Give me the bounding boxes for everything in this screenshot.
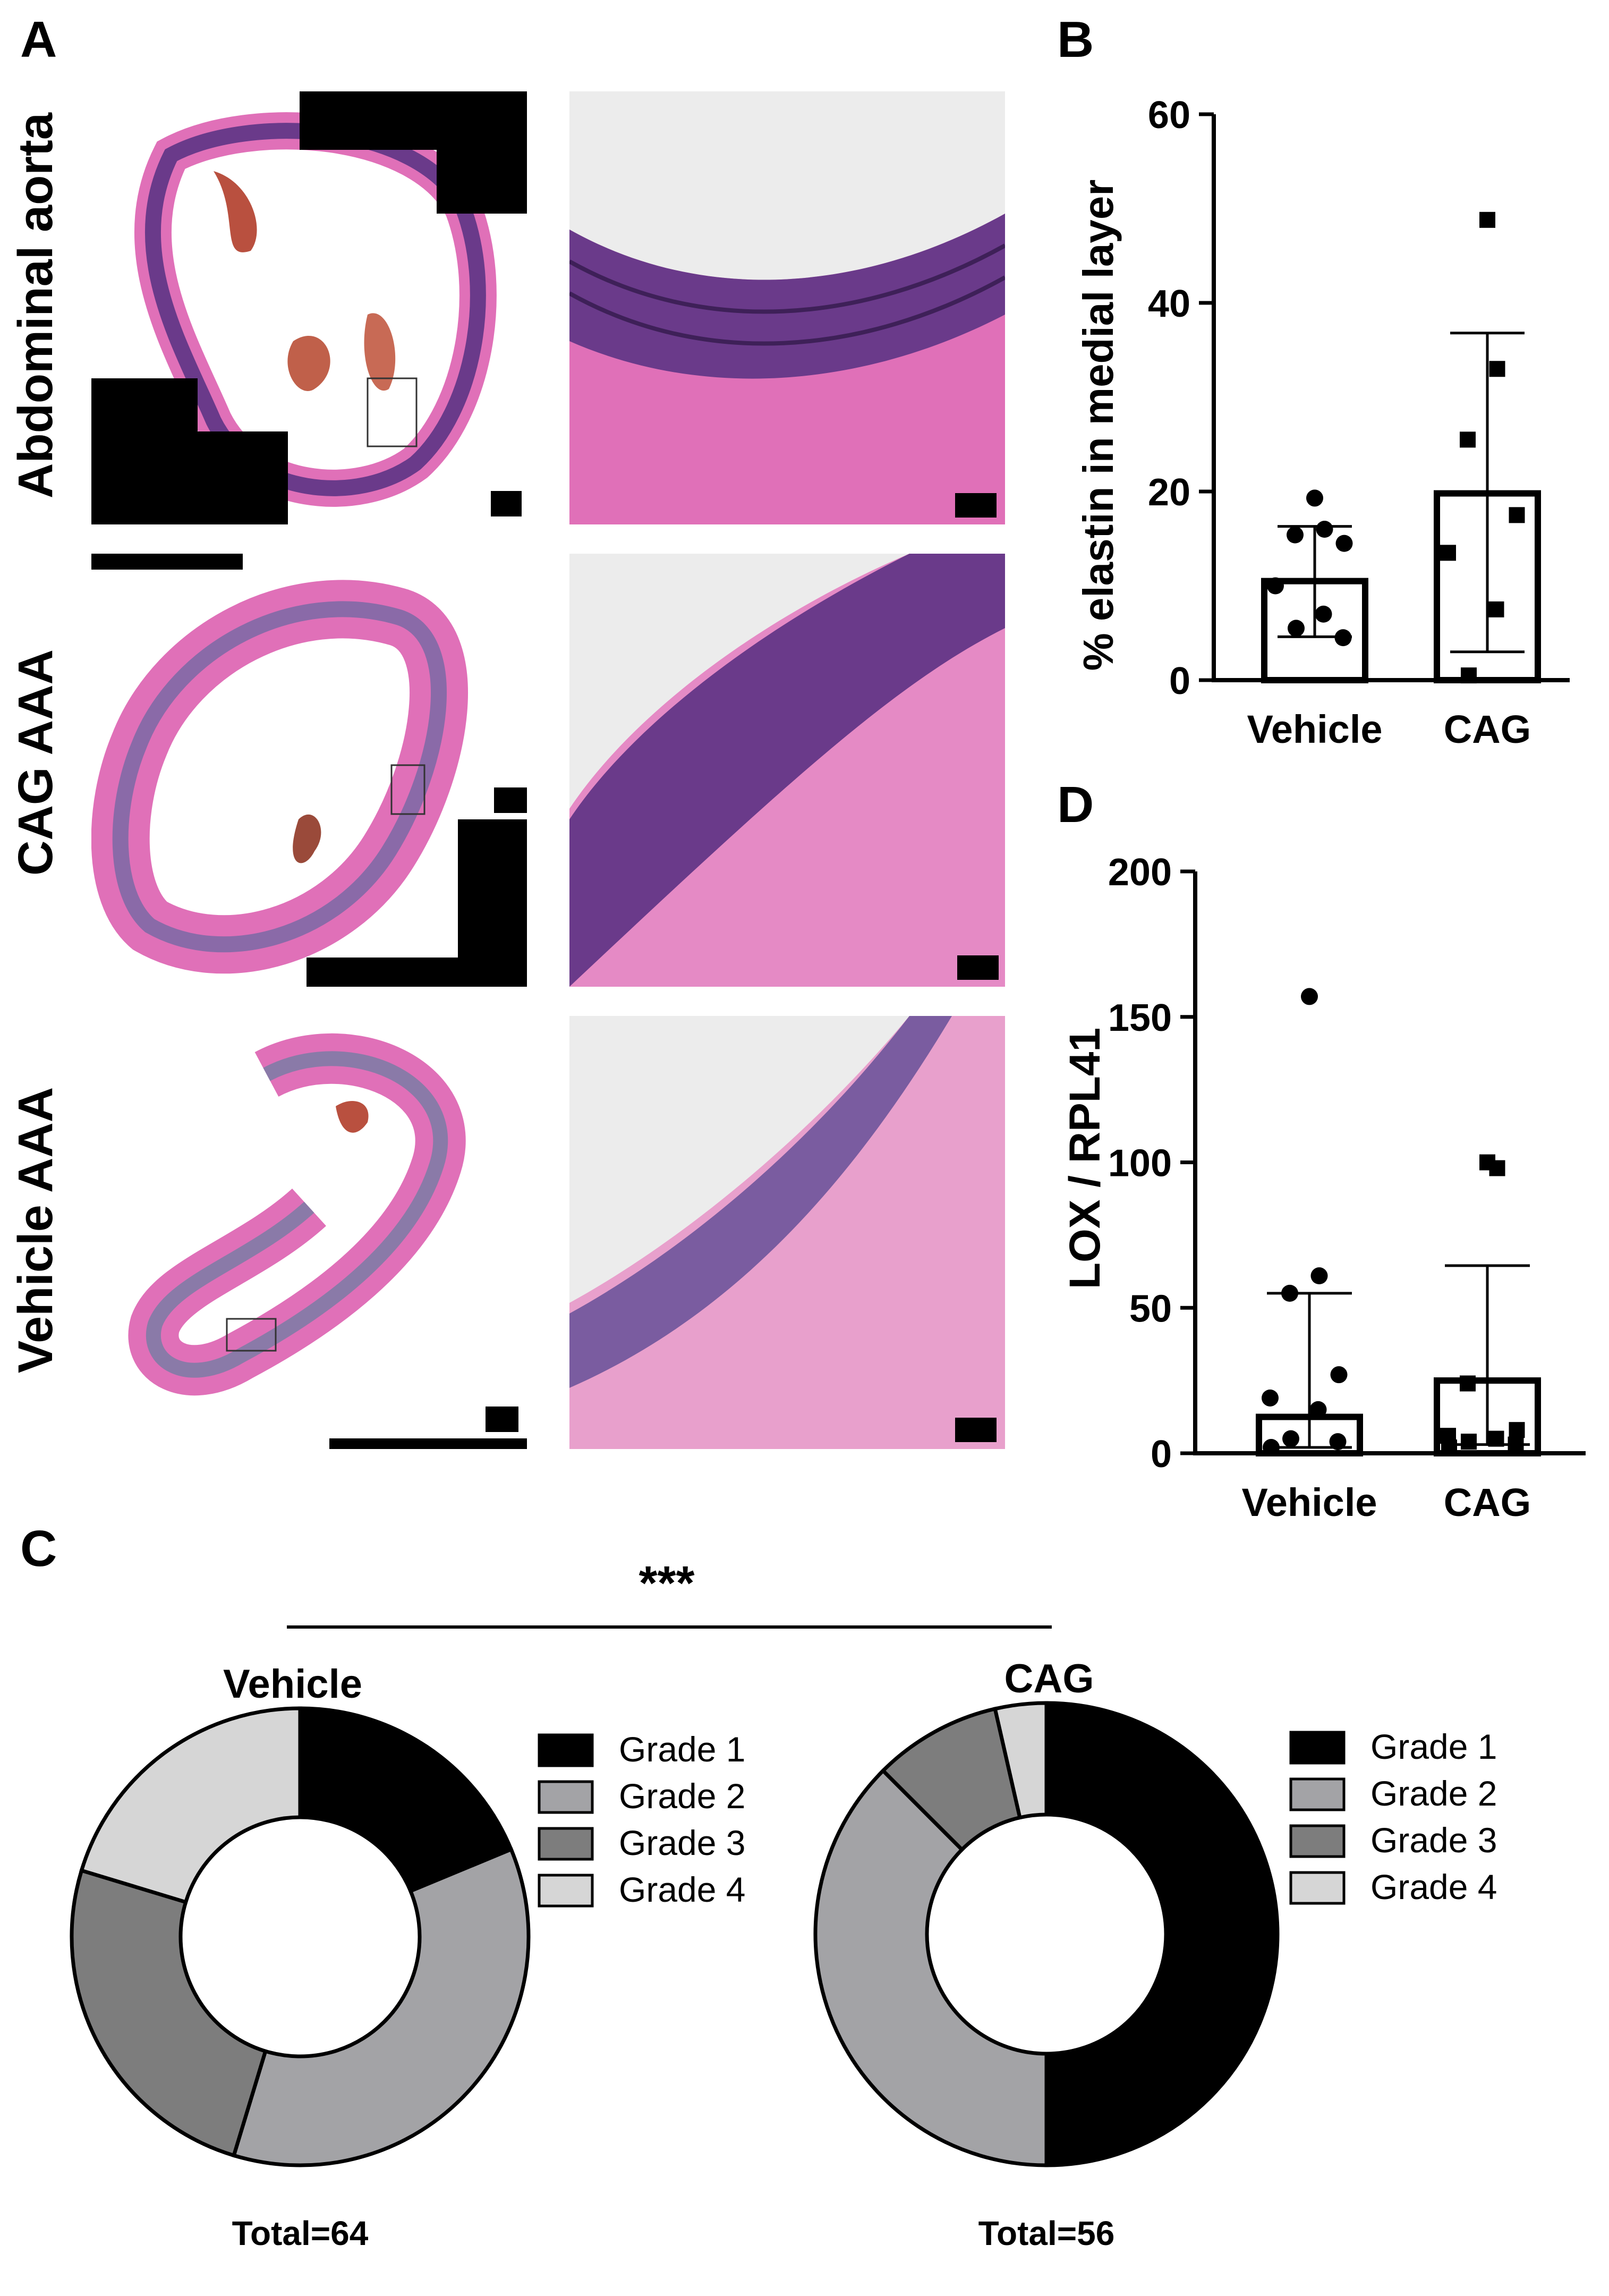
x-tick-label-cag: CAG (1444, 707, 1531, 751)
histology-abdominal-aorta-zoom (569, 91, 1005, 524)
y-tick-label: 150 (1108, 997, 1172, 1039)
x-tick-label-vehicle: Vehicle (1241, 1480, 1377, 1524)
legend-label: Grade 1 (1370, 1727, 1497, 1766)
slice-grade-3 (70, 1868, 268, 2158)
y-tick-label: 0 (1169, 660, 1190, 702)
slice-grade-2 (231, 1846, 531, 2167)
chart-b-elastin: % elastin in medial layer 0 20 40 60 Vehicle… (1075, 94, 1570, 751)
y-tick-label: 60 (1148, 94, 1190, 137)
data-point (1263, 1439, 1280, 1456)
histology-vehicle-aaa-zoom (569, 1016, 1005, 1449)
data-point (1460, 431, 1476, 448)
y-tick-label: 40 (1148, 283, 1190, 325)
legend-swatch (538, 1874, 594, 1908)
legend-swatch (1289, 1871, 1346, 1905)
panel-letter-d: D (1057, 776, 1094, 833)
y-tick-label: 100 (1108, 1142, 1172, 1185)
chart-c-grades: *** Vehicle Total=64 Grade 1 Grade 2 Grade 3… (70, 1557, 1497, 2252)
chart-d-lox: LOX / RPL41 0 50 100 150 200 Vehicle CAG (1061, 851, 1586, 1524)
data-point (1509, 507, 1525, 523)
histology-vehicle-aaa-overview (91, 1016, 527, 1449)
significance-stars: *** (639, 1557, 694, 1610)
panel-letter-b: B (1057, 11, 1094, 68)
legend-label: Grade 3 (619, 1823, 745, 1862)
data-point (1335, 535, 1353, 552)
data-point (1508, 1436, 1524, 1453)
legend-swatch (538, 1733, 594, 1767)
panel-letter-c: C (20, 1520, 57, 1577)
y-tick-label: 200 (1108, 851, 1172, 894)
data-point (1316, 521, 1333, 538)
donut-title: Vehicle (223, 1662, 362, 1707)
legend-label: Grade 4 (619, 1870, 745, 1909)
legend-swatch (538, 1780, 594, 1814)
y-tick-label: 50 (1129, 1287, 1172, 1330)
data-point (1287, 526, 1304, 544)
legend-swatch (538, 1827, 594, 1861)
legend-swatch (1289, 1731, 1346, 1765)
data-point (1489, 361, 1505, 377)
slice-grade-1 (298, 1706, 514, 1894)
data-point (1306, 489, 1323, 507)
legend-swatch (1289, 1777, 1346, 1811)
data-point (1288, 620, 1305, 637)
histology-abdominal-aorta-overview (91, 91, 527, 524)
x-tick-label-vehicle: Vehicle (1247, 707, 1382, 751)
data-point (1309, 1401, 1327, 1418)
donut-total: Total=56 (978, 2214, 1115, 2252)
data-point (1267, 577, 1284, 595)
slice-grade-4 (79, 1706, 302, 1905)
panel-letter-a: A (20, 11, 57, 68)
data-point (1509, 1422, 1525, 1438)
data-point (1310, 1267, 1328, 1285)
data-point (1315, 605, 1332, 623)
data-point (1460, 1375, 1476, 1392)
data-point (1281, 1284, 1298, 1302)
data-point (1461, 667, 1477, 684)
data-point (1262, 1389, 1279, 1407)
legend-label: Grade 3 (1370, 1820, 1497, 1860)
data-point (1334, 629, 1352, 647)
x-tick-label-cag: CAG (1444, 1480, 1531, 1524)
data-point (1330, 1366, 1348, 1384)
y-tick-label: 20 (1148, 471, 1190, 514)
y-tick-label: 0 (1151, 1433, 1172, 1476)
data-point (1489, 1160, 1505, 1176)
data-point (1329, 1433, 1347, 1451)
slice-grade-1 (1044, 1701, 1280, 2167)
data-point (1479, 211, 1495, 228)
histology-cag-aaa-zoom (569, 554, 1005, 987)
data-point (1441, 1439, 1457, 1456)
data-point (1440, 545, 1456, 561)
chart-d-ylabel: LOX / RPL41 (1061, 1028, 1109, 1289)
data-point (1301, 988, 1318, 1005)
chart-b-ylabel: % elastin in medial layer (1075, 180, 1122, 671)
donut-total: Total=64 (232, 2214, 369, 2252)
data-point (1488, 601, 1504, 617)
data-point (1282, 1430, 1299, 1447)
legend-swatch (1289, 1824, 1346, 1858)
legend-label: Grade 1 (619, 1730, 745, 1769)
donut-title: CAG (1004, 1656, 1094, 1701)
slice-grade-4 (993, 1701, 1049, 1820)
data-point (1488, 1430, 1504, 1447)
legend-label: Grade 4 (1370, 1867, 1497, 1907)
data-point (1461, 1434, 1477, 1450)
legend-label: Grade 2 (1370, 1774, 1497, 1813)
slice-grade-2 (813, 1768, 1049, 2167)
histology-cag-aaa-overview (91, 554, 527, 987)
legend-label: Grade 2 (619, 1776, 745, 1816)
